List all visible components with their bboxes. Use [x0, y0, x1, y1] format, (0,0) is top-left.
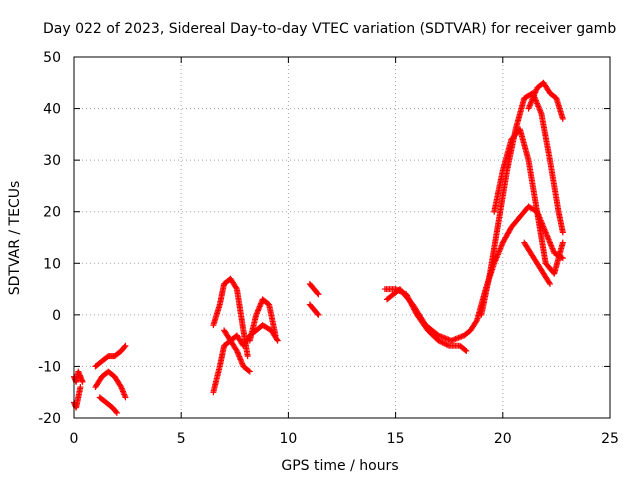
- data-point-marker: [559, 229, 566, 236]
- data-point-marker: [246, 368, 253, 375]
- data-point-marker: [436, 338, 443, 345]
- data-point-marker: [546, 280, 553, 287]
- data-point-marker: [233, 284, 240, 291]
- data-point-marker: [79, 378, 86, 385]
- data-point-marker: [121, 343, 128, 350]
- data-point-marker: [443, 341, 450, 348]
- series-seg-2b: [210, 337, 253, 396]
- x-tick-label: 10: [279, 431, 297, 447]
- data-point-marker: [122, 342, 129, 349]
- data-point-marker: [462, 347, 469, 354]
- chart-title: Day 022 of 2023, Sidereal Day-to-day VTE…: [43, 21, 616, 37]
- data-point-marker: [315, 291, 322, 298]
- series-seg-1b: [92, 368, 129, 401]
- series-seg-4a: [381, 286, 470, 354]
- x-tick-label: 0: [70, 431, 79, 447]
- data-point-marker: [273, 336, 280, 343]
- y-tick-label: -20: [38, 411, 61, 427]
- data-point-marker: [113, 409, 120, 416]
- plot-frame: [73, 56, 611, 419]
- x-tick-label: 25: [601, 431, 619, 447]
- series-seg-1c: [96, 394, 120, 416]
- axis-ticks: 0 5 10 15 20 25 -20 -10 0 10 20 30 40 50: [38, 50, 619, 447]
- data-point-marker: [438, 338, 445, 345]
- y-tick-label: 10: [43, 256, 61, 272]
- data-point-marker: [315, 311, 322, 318]
- data-point-marker: [122, 394, 129, 401]
- data-point-marker: [272, 332, 279, 339]
- series-seg-3b: [306, 301, 322, 318]
- data-point-marker: [546, 279, 553, 286]
- y-tick-label: -10: [38, 359, 61, 375]
- data-point-marker: [439, 339, 446, 346]
- series-seg-1a: [92, 342, 129, 370]
- data-marks: [71, 79, 566, 416]
- data-point-marker: [444, 342, 451, 349]
- y-tick-label: 0: [52, 308, 61, 324]
- series-seg-0b: [71, 384, 84, 411]
- series-seg-4d: [491, 126, 566, 277]
- series-seg-4f: [521, 239, 553, 287]
- x-axis-label: GPS time / hours: [281, 458, 398, 474]
- data-point-marker: [314, 290, 321, 297]
- data-point-marker: [314, 310, 321, 317]
- data-point-marker: [244, 353, 251, 360]
- data-point-marker: [233, 346, 240, 353]
- gridlines: [74, 57, 610, 418]
- data-point-marker: [559, 239, 566, 246]
- y-tick-label: 40: [43, 102, 61, 118]
- data-point-marker: [442, 340, 449, 347]
- data-point-marker: [113, 408, 120, 415]
- data-point-marker: [559, 115, 566, 122]
- y-tick-label: 50: [43, 50, 61, 66]
- series-seg-4e: [525, 79, 566, 122]
- data-point-marker: [77, 384, 84, 391]
- x-tick-label: 5: [177, 431, 186, 447]
- data-point-marker: [245, 367, 252, 374]
- data-point-marker: [473, 318, 480, 325]
- x-tick-label: 20: [494, 431, 512, 447]
- data-point-marker: [440, 340, 447, 347]
- y-tick-label: 20: [43, 205, 61, 221]
- data-point-marker: [435, 337, 442, 344]
- series-seg-2d: [246, 296, 279, 344]
- x-tick-label: 15: [387, 431, 405, 447]
- data-point-marker: [463, 347, 470, 354]
- series-seg-0a: [71, 368, 86, 385]
- data-point-marker: [274, 337, 281, 344]
- series-seg-2a: [210, 275, 251, 360]
- series-seg-3a: [306, 280, 322, 298]
- y-tick-label: 30: [43, 153, 61, 169]
- data-point-marker: [559, 255, 566, 262]
- y-axis-label: SDTVAR / TECUs: [7, 181, 23, 296]
